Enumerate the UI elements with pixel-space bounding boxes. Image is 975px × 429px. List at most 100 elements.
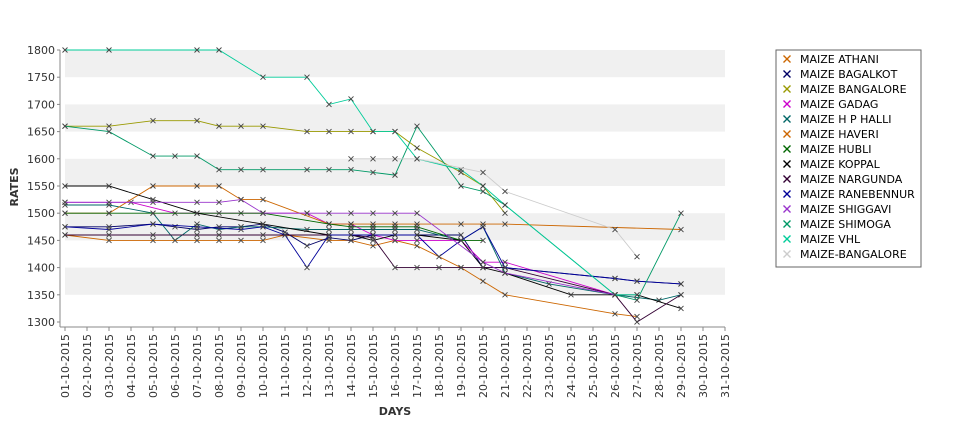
data-point-marker — [480, 237, 486, 244]
grid-bands — [65, 50, 725, 295]
y-tick-label: 1550 — [27, 180, 55, 193]
data-point-marker — [194, 117, 200, 124]
data-point-marker — [678, 291, 684, 298]
legend-marker — [783, 235, 791, 243]
data-point-marker — [458, 237, 464, 244]
series-lines — [62, 47, 684, 325]
y-tick-label: 1350 — [27, 289, 55, 302]
data-point-marker — [216, 237, 222, 244]
x-tick-label: 22-10-2015 — [521, 334, 534, 398]
data-point-marker — [326, 128, 332, 135]
data-point-marker — [260, 74, 266, 81]
y-tick-label: 1500 — [27, 207, 55, 220]
data-point-marker — [62, 47, 68, 53]
legend-label: MAIZE HUBLI — [800, 143, 871, 156]
grid-band — [65, 158, 725, 186]
data-point-marker — [106, 47, 112, 53]
data-point-marker — [106, 183, 112, 189]
legend-label: MAIZE H P HALLI — [800, 113, 891, 126]
data-point-marker — [436, 264, 442, 271]
data-point-marker — [414, 123, 420, 129]
y-tick-label: 1400 — [27, 262, 55, 275]
grid-band — [65, 104, 725, 132]
data-point-marker — [150, 199, 156, 206]
data-point-marker — [106, 232, 112, 238]
legend-label: MAIZE BAGALKOT — [800, 68, 898, 81]
data-point-marker — [260, 123, 266, 129]
data-point-marker — [392, 237, 398, 244]
x-tick-label: 08-10-2015 — [213, 334, 226, 398]
data-point-marker — [502, 291, 508, 298]
data-point-marker — [678, 210, 684, 217]
x-tick-label: 26-10-2015 — [609, 334, 622, 398]
data-point-marker — [150, 237, 156, 244]
y-tick-label: 1750 — [27, 71, 55, 84]
data-point-marker — [326, 166, 332, 173]
data-point-marker — [370, 210, 376, 217]
x-axis-ticks: 01-10-2015 02-10-2015 03-10-2015 04-10-2015… — [59, 327, 732, 398]
data-point-marker — [150, 117, 156, 124]
data-point-marker — [106, 226, 112, 233]
data-point-marker — [414, 210, 420, 217]
series — [62, 232, 684, 325]
data-point-marker — [194, 232, 200, 238]
data-point-marker — [458, 221, 464, 227]
y-axis-title: RATES — [8, 167, 21, 206]
data-point-marker — [326, 232, 332, 238]
legend-marker — [783, 160, 791, 168]
data-point-marker — [216, 183, 222, 189]
data-point-marker — [502, 221, 508, 227]
data-point-marker — [260, 166, 266, 173]
legend-marker — [783, 85, 791, 93]
data-point-marker — [172, 153, 178, 159]
data-point-marker — [480, 278, 486, 285]
x-axis-title: DAYS — [379, 405, 412, 418]
data-point-marker — [414, 243, 420, 249]
data-point-marker — [326, 226, 332, 233]
data-point-marker — [480, 264, 486, 271]
data-point-marker — [568, 291, 574, 298]
data-point-marker — [150, 183, 156, 189]
data-point-marker — [62, 232, 68, 238]
data-point-marker — [370, 223, 376, 230]
y-axis-ticks: 1300 1350 1400 1450 1500 1550 1600 1650 1700 1750… — [27, 44, 60, 329]
data-point-marker — [392, 264, 398, 271]
data-point-marker — [502, 188, 508, 195]
legend-marker — [783, 205, 791, 213]
grid-band — [65, 50, 725, 78]
data-point-marker — [194, 47, 200, 53]
legend-marker — [783, 100, 791, 108]
x-tick-label: 25-10-2015 — [587, 334, 600, 398]
data-point-marker — [326, 221, 332, 227]
data-point-marker — [678, 305, 684, 312]
data-point-marker — [414, 237, 420, 244]
series-line — [65, 185, 682, 230]
x-tick-label: 28-10-2015 — [653, 334, 666, 398]
data-point-marker — [216, 232, 222, 238]
data-point-marker — [414, 223, 420, 230]
data-point-marker — [392, 172, 398, 178]
data-point-marker — [634, 291, 640, 298]
data-point-marker — [238, 226, 244, 233]
legend-marker — [783, 130, 791, 138]
legend-label: MAIZE NARGUNDA — [800, 173, 903, 186]
legend-marker — [783, 55, 791, 63]
data-point-marker — [414, 232, 420, 238]
series-line — [64, 223, 682, 285]
y-tick-label: 1650 — [27, 126, 55, 139]
data-point-marker — [282, 232, 288, 238]
x-tick-label: 23-10-2015 — [543, 334, 556, 398]
series-line — [64, 125, 682, 301]
data-point-marker — [260, 223, 266, 230]
data-point-marker — [480, 169, 486, 176]
data-point-marker — [238, 123, 244, 129]
data-point-marker — [150, 210, 156, 217]
data-point-marker — [304, 128, 310, 135]
series-line — [64, 234, 638, 318]
x-tick-label: 29-10-2015 — [675, 334, 688, 398]
data-point-marker — [458, 183, 464, 189]
x-tick-label: 10-10-2015 — [257, 334, 270, 398]
data-point-marker — [304, 166, 310, 173]
x-tick-label: 18-10-2015 — [433, 334, 446, 398]
